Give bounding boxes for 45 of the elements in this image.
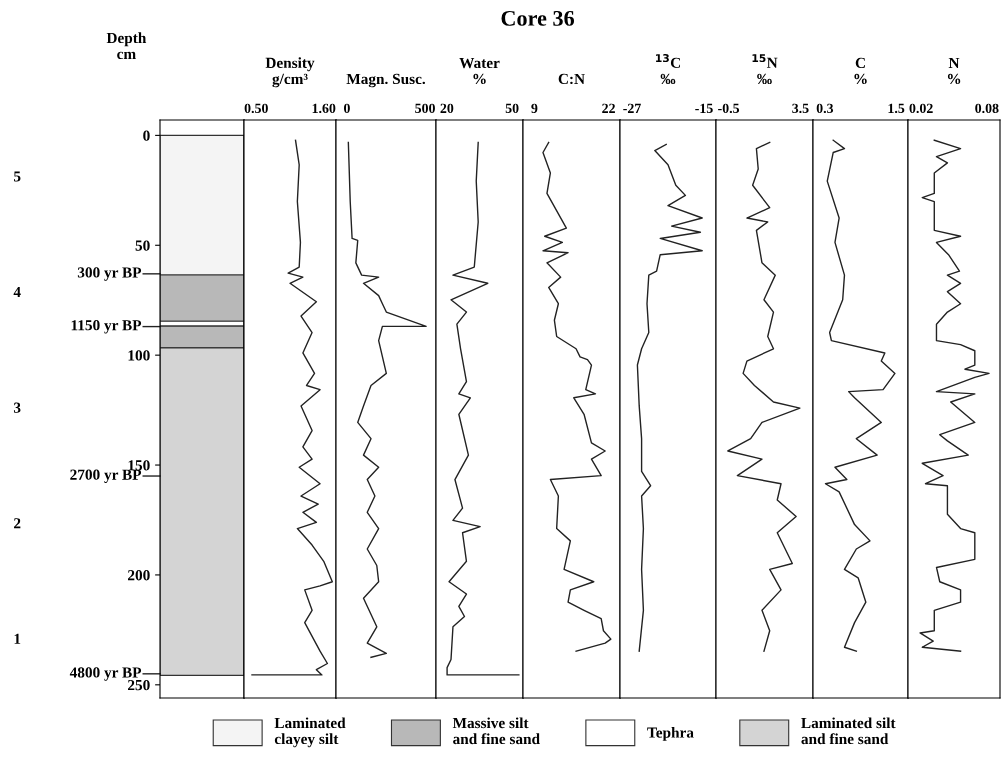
- x-tick-label: 50: [505, 103, 519, 114]
- text: 4: [13, 287, 21, 298]
- x-tick-label: -15: [695, 103, 713, 114]
- chart-title: Water %: [459, 57, 500, 85]
- x-tick-label: 1.5: [888, 103, 905, 114]
- y-tick-label: 50: [135, 240, 150, 251]
- x-tick-label: 20: [440, 103, 454, 114]
- y-tick-label: 150: [128, 460, 150, 471]
- x-tick-label: 9: [531, 103, 538, 114]
- y-axis-title: Depth cm: [106, 32, 147, 60]
- y-tick-label: 100: [128, 350, 150, 361]
- legend-label: Massive silt and fine sand: [452, 717, 540, 745]
- ref-line-label: 4800 yr BP: [69, 667, 142, 681]
- text: 1: [14, 633, 21, 644]
- chart-title: Density g/cm³: [265, 57, 315, 88]
- y-tick-label: 0: [143, 130, 150, 141]
- ref-line-label: 300 yr BP: [77, 267, 142, 281]
- x-tick-label: 22: [602, 103, 615, 113]
- x-tick-label: 0.3: [816, 103, 834, 114]
- chart-title: $^{15}$N ‰: [752, 54, 778, 85]
- legend-label: Tephra: [647, 727, 694, 741]
- x-tick-label: -0.5: [718, 103, 740, 114]
- chart-title: Magn. Susc.: [346, 73, 426, 88]
- x-tick-label: -27: [623, 103, 641, 113]
- ref-line-label: 2700 yr BP: [70, 469, 142, 483]
- x-tick-label: 500: [415, 103, 435, 114]
- x-tick-label: 0.02: [909, 103, 933, 114]
- text: Core 36: [501, 10, 575, 26]
- text: 3: [13, 402, 21, 413]
- x-tick-label: 0: [343, 103, 350, 114]
- x-tick-label: 0.50: [244, 103, 268, 114]
- chart-title: $^{13}$C ‰: [656, 54, 681, 85]
- x-tick-label: 3.5: [792, 103, 809, 114]
- chart-title: C:N: [558, 73, 585, 85]
- text: 2: [14, 518, 21, 529]
- legend-label: Laminated clayey silt: [274, 717, 346, 748]
- x-tick-label: 1.60: [312, 103, 336, 114]
- legend-label: Laminated silt and fine sand: [801, 717, 896, 745]
- x-tick-label: 0.08: [975, 103, 999, 114]
- y-tick-label: 200: [128, 570, 150, 581]
- ref-line-label: 1150 yr BP: [71, 320, 142, 334]
- text: 5: [13, 171, 21, 182]
- y-tick-label: 250: [128, 679, 150, 691]
- chart-title: N %: [947, 57, 961, 85]
- chart-title: C %: [854, 57, 867, 85]
